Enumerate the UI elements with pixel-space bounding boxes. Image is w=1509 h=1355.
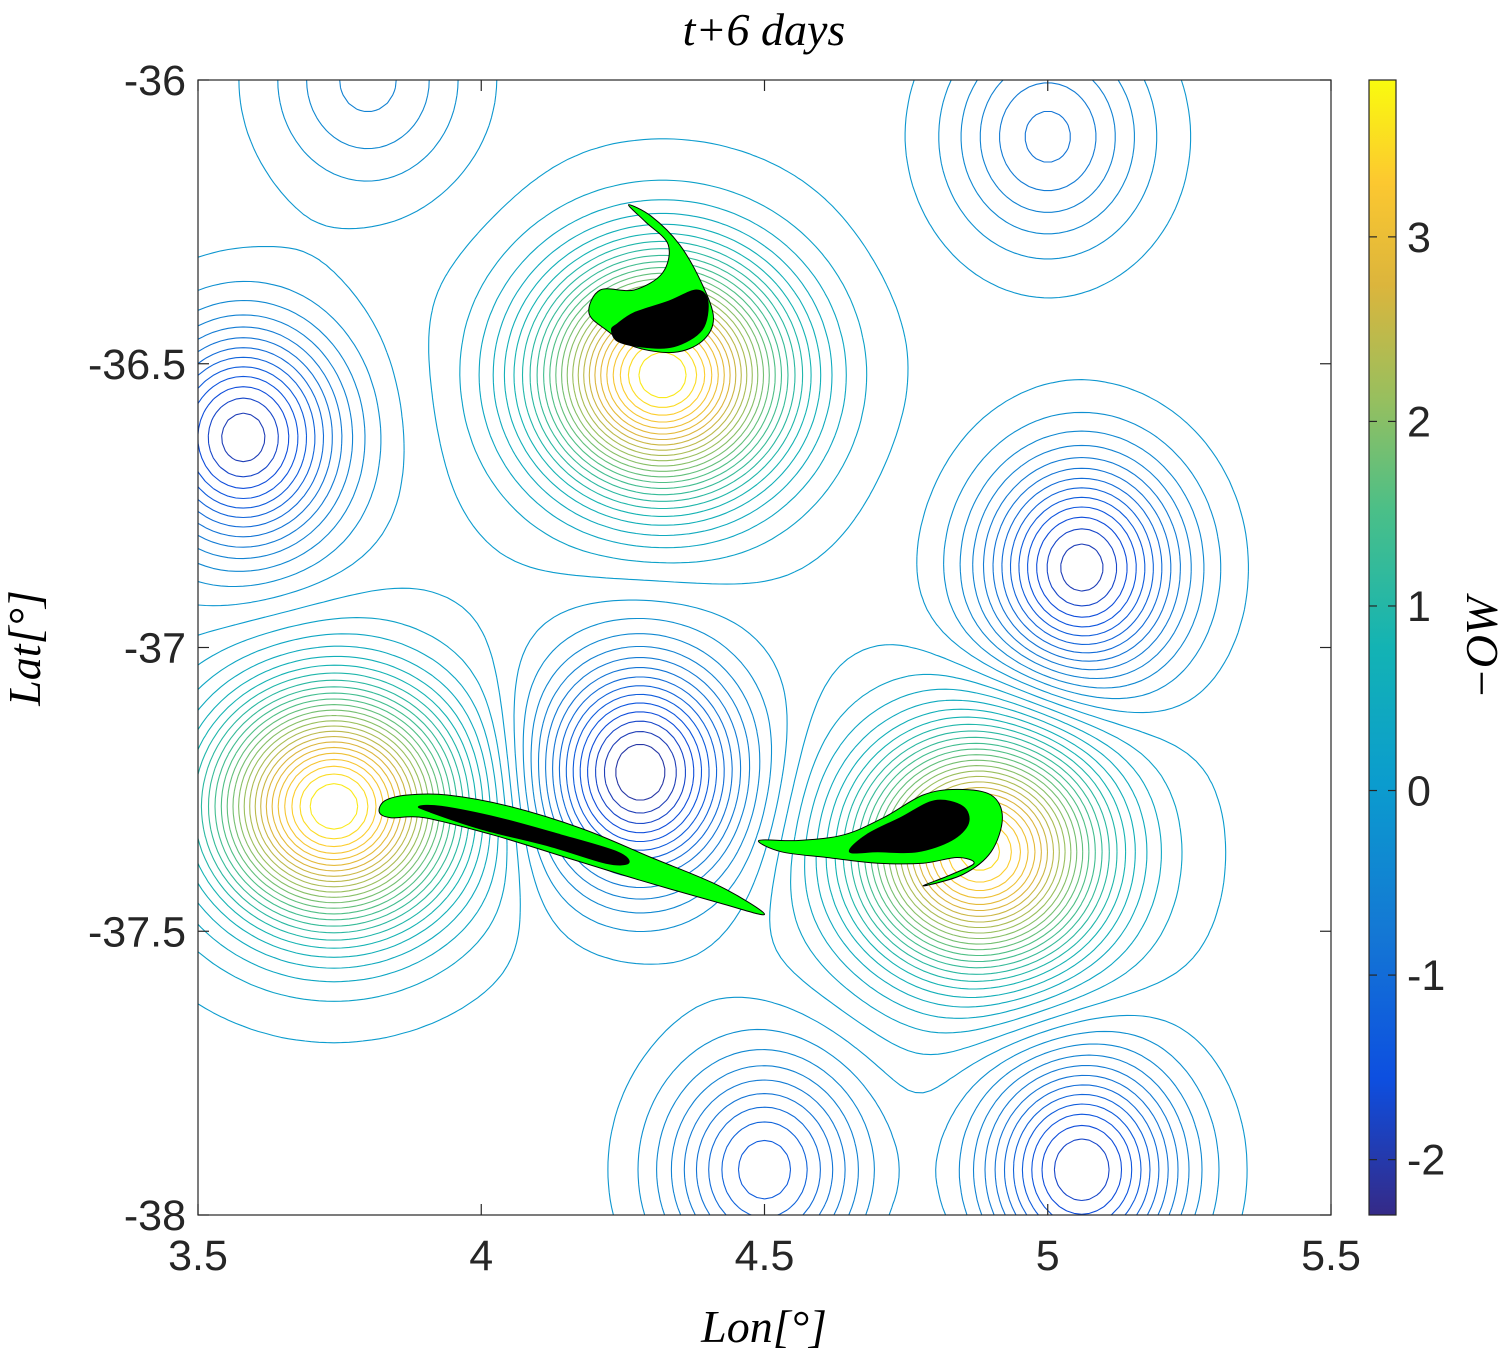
contour-level	[198, 366, 1146, 1215]
y-axis-ticks: -38 -37.5 -37 -36.5 -36	[88, 57, 1331, 1240]
x-tick-label: 4.5	[735, 1232, 795, 1280]
y-tick-label: -36.5	[88, 341, 186, 389]
x-tick-label: 5	[1036, 1232, 1060, 1280]
contour-level	[207, 397, 1118, 1202]
contour-level	[221, 412, 1104, 814]
contour-level	[198, 80, 1222, 1215]
colorbar-ticks: -2 -1 0 1 2 3	[1369, 214, 1445, 1185]
contour-level	[309, 352, 687, 830]
contour-level	[243, 288, 1066, 934]
x-tick-label: 4	[469, 1232, 493, 1280]
contour-lines	[198, 80, 1249, 1215]
contour-level	[615, 743, 666, 801]
tracer-east-core	[848, 799, 970, 854]
colorbar-label: −OW	[1456, 593, 1507, 699]
contour-level	[232, 278, 1078, 945]
contour-level	[198, 386, 1128, 1215]
contour-level	[214, 261, 1096, 963]
contour-level	[198, 179, 1183, 1034]
contour-level	[198, 199, 1162, 1019]
y-axis-label: Lat[°]	[0, 590, 50, 707]
contour-level	[226, 272, 1084, 951]
contour-level	[198, 138, 1227, 1056]
chart-title: t+6 days	[683, 4, 846, 55]
colorbar-tick-label: -1	[1407, 952, 1445, 1000]
title-text: t+6 days	[683, 4, 846, 55]
contour-level	[198, 212, 1148, 1008]
y-tick-label: -37.5	[88, 908, 186, 956]
x-tick-label: 3.5	[168, 1232, 228, 1280]
colorbar-tick-label: -2	[1407, 1137, 1445, 1185]
colorbar-tick-label: 1	[1407, 583, 1431, 631]
tracer-west-core	[417, 804, 630, 866]
colorbar-tick-label: 0	[1407, 768, 1431, 816]
colorbar	[1368, 79, 1397, 1216]
y-tick-label: -37	[124, 625, 186, 673]
y-tick-label: -36	[124, 57, 186, 105]
contour-level	[220, 267, 1090, 957]
contour-level	[198, 110, 1172, 1215]
colorbar-tick-label: 2	[1407, 398, 1431, 446]
y-tick-label: -38	[124, 1192, 186, 1240]
contour-level	[198, 80, 1249, 1215]
tracer-north-core	[610, 289, 709, 349]
contour-level	[265, 310, 1042, 912]
plot-background	[198, 80, 1331, 1215]
contour-level	[198, 356, 1154, 1215]
x-axis-ticks: 3.5 4 4.5 5 5.5	[168, 80, 1361, 1280]
contour-level	[238, 283, 1072, 940]
x-tick-label: 5.5	[1301, 1232, 1361, 1280]
colorbar-tick-label: 3	[1407, 214, 1431, 262]
contour-level	[198, 240, 1118, 982]
tracer-patches	[378, 204, 1003, 916]
x-axis-label: Lon[°]	[700, 1301, 827, 1352]
